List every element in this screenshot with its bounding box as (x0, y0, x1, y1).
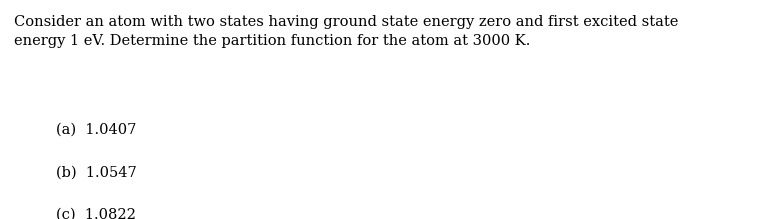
Text: (c)  1.0822: (c) 1.0822 (56, 208, 136, 219)
Text: Consider an atom with two states having ground state energy zero and first excit: Consider an atom with two states having … (14, 15, 679, 48)
Text: (a)  1.0407: (a) 1.0407 (56, 123, 136, 137)
Text: (b)  1.0547: (b) 1.0547 (56, 165, 137, 179)
